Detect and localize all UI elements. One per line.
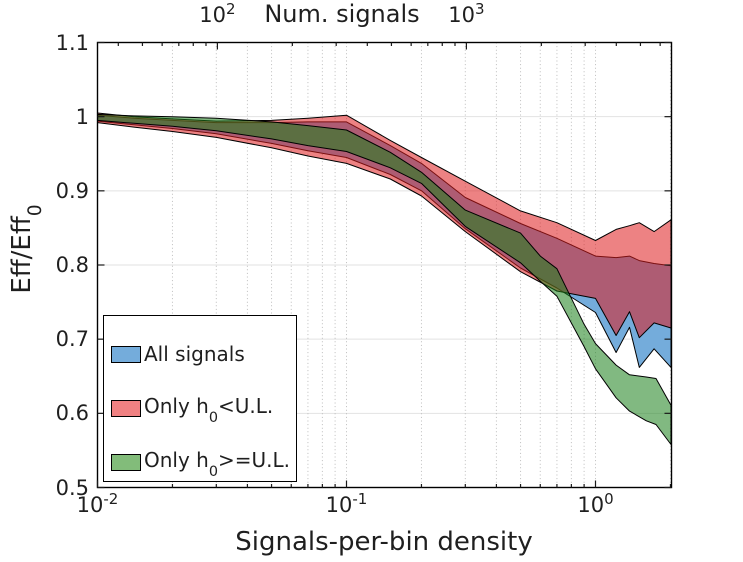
- y-tick-label: 0.7: [55, 327, 89, 352]
- legend-swatch: [111, 399, 141, 417]
- x-axis-label: Signals-per-bin density: [235, 527, 533, 557]
- y-tick-label: 1: [75, 104, 89, 129]
- legend-item: Only h0<U.L.: [111, 392, 274, 427]
- y-tick-label: 0.6: [55, 401, 89, 426]
- y-tick-label: 1.1: [55, 30, 89, 55]
- legend-label: Only h0>=U.L.: [144, 448, 291, 481]
- x-tick-label: 10-2: [76, 490, 119, 517]
- legend-swatch: [111, 345, 141, 363]
- top-tick-label: 102: [199, 0, 236, 27]
- legend-label: Only h0<U.L.: [144, 394, 274, 427]
- legend-item: All signals: [111, 338, 245, 370]
- top-axis-title: Num. signals: [264, 0, 420, 28]
- legend-item: Only h0>=U.L.: [111, 446, 291, 481]
- x-tick-label: 100: [577, 490, 614, 517]
- x-tick-label: 10-1: [325, 490, 368, 517]
- y-tick-label: 0.5: [55, 475, 89, 500]
- y-axis-label: Eff/Eff0: [6, 204, 47, 294]
- legend-swatch: [111, 453, 141, 471]
- legend: All signals Only h0<U.L. Only h0>=U.L.: [103, 315, 297, 482]
- legend-label: All signals: [144, 342, 245, 366]
- top-tick-label: 103: [448, 0, 485, 27]
- y-tick-label: 0.8: [55, 253, 89, 277]
- y-tick-label: 0.9: [55, 178, 89, 203]
